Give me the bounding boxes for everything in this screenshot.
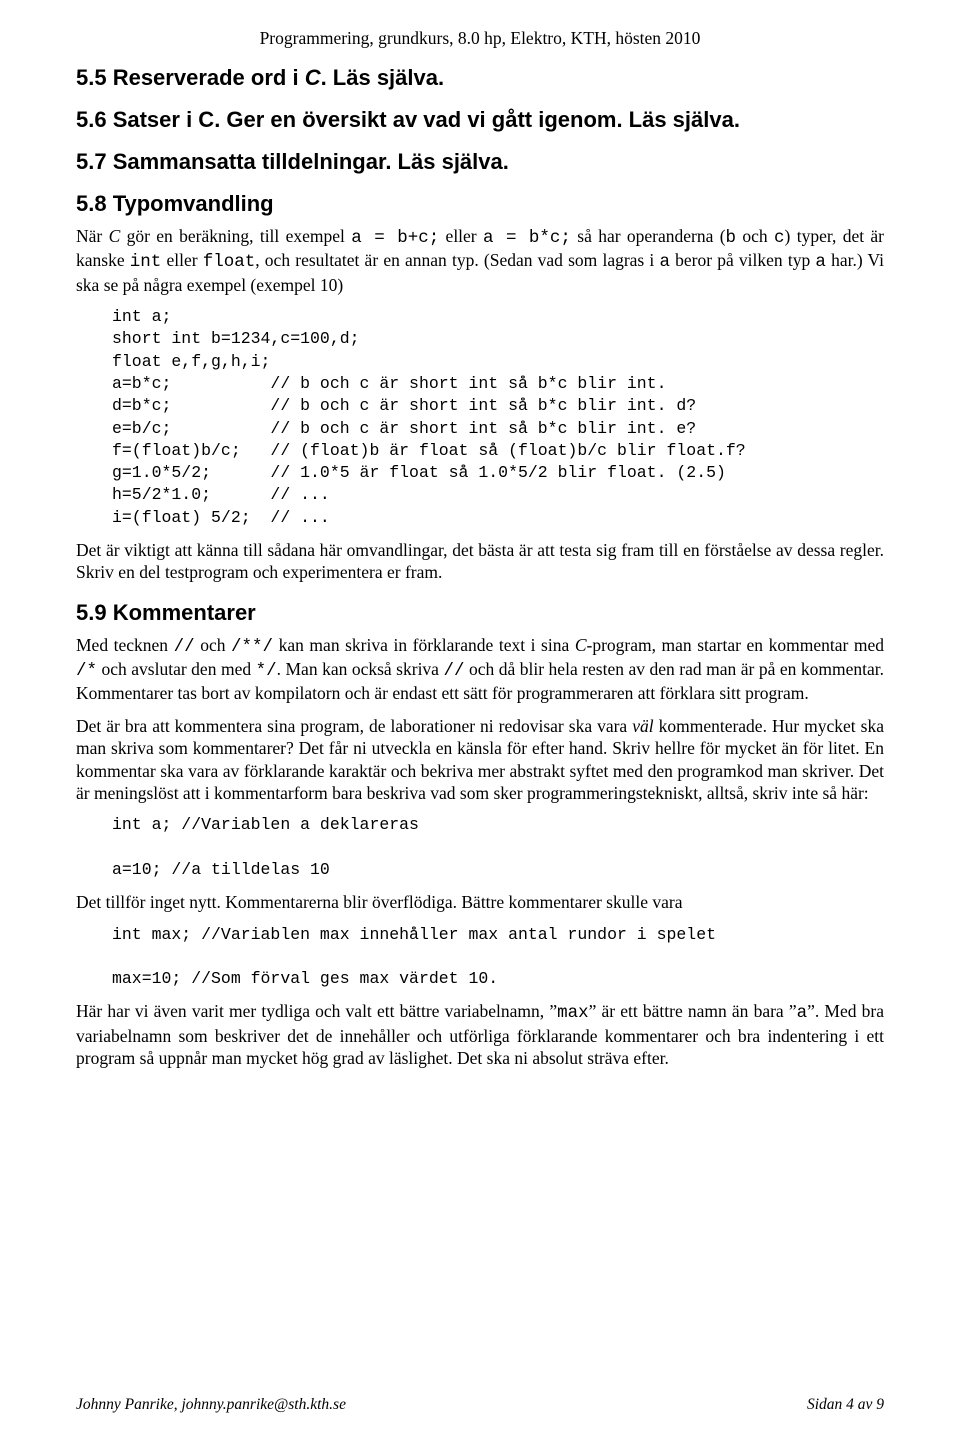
code-block-example-10: int a; short int b=1234,c=100,d; float e… <box>112 306 884 529</box>
heading-5-7: 5.7 Sammansatta tilldelningar. Läs själv… <box>76 149 884 175</box>
paragraph-5-8-outro: Det är viktigt att känna till sådana här… <box>76 539 884 584</box>
code-block-good-comments: int max; //Variablen max innehåller max … <box>112 924 884 991</box>
paragraph-5-9-3: Det tillför inget nytt. Kommentarerna bl… <box>76 891 884 913</box>
paragraph-5-9-1: Med tecknen // och /**/ kan man skriva i… <box>76 634 884 705</box>
page-footer: Johnny Panrike, johnny.panrike@sth.kth.s… <box>76 1396 884 1414</box>
heading-5-9: 5.9 Kommentarer <box>76 600 884 626</box>
footer-author: Johnny Panrike, johnny.panrike@sth.kth.s… <box>76 1396 346 1414</box>
paragraph-5-9-4: Här har vi även varit mer tydliga och va… <box>76 1000 884 1069</box>
page-header: Programmering, grundkurs, 8.0 hp, Elektr… <box>76 28 884 49</box>
heading-5-8: 5.8 Typomvandling <box>76 191 884 217</box>
heading-5-5: 5.5 Reserverade ord i C. Läs själva. <box>76 65 884 91</box>
paragraph-5-8-intro: När C gör en beräkning, till exempel a =… <box>76 225 884 296</box>
code-block-bad-comments: int a; //Variablen a deklareras a=10; //… <box>112 814 884 881</box>
footer-page-number: Sidan 4 av 9 <box>807 1396 884 1414</box>
paragraph-5-9-2: Det är bra att kommentera sina program, … <box>76 715 884 805</box>
heading-5-6: 5.6 Satser i C. Ger en översikt av vad v… <box>76 107 884 133</box>
page: Programmering, grundkurs, 8.0 hp, Elektr… <box>0 0 960 1440</box>
